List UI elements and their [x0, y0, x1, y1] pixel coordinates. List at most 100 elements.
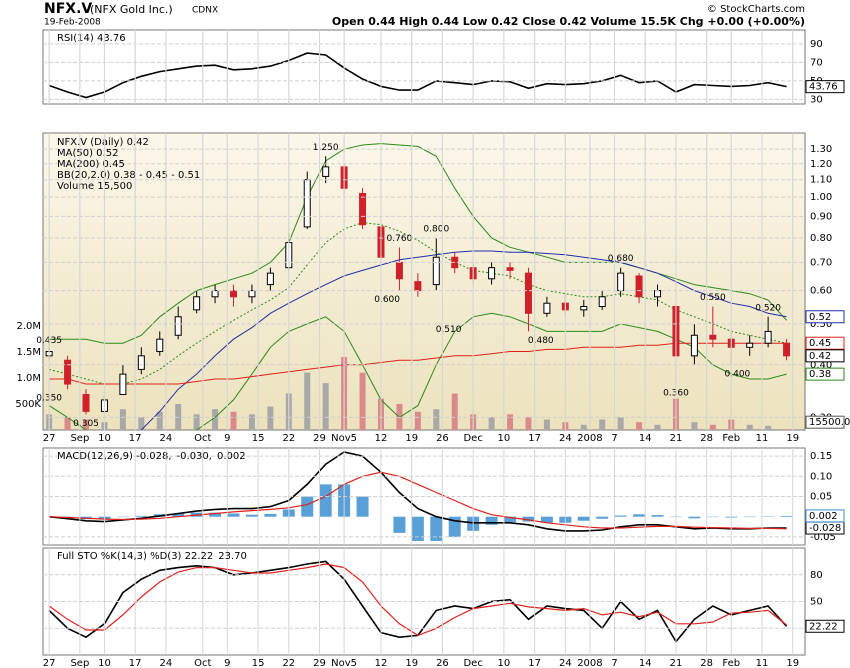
volume-bar: [433, 409, 440, 430]
x-tick-label: Oct: [194, 658, 211, 668]
histogram-bar: [264, 513, 277, 517]
candle-body: [82, 393, 90, 412]
histogram-bar: [135, 515, 148, 517]
x-tick-label: 17: [528, 658, 541, 668]
x-tick-label: 29: [313, 433, 326, 444]
x-tick-label: 2008: [577, 433, 602, 444]
legend-entry: MA(200) 0.45: [57, 159, 125, 170]
candle-body: [654, 290, 662, 298]
y-tick-label: 1.10: [810, 175, 832, 186]
x-tick-label: 17: [129, 433, 142, 444]
volume-tick-label: 1.0M: [16, 373, 41, 384]
candle-body: [211, 290, 219, 298]
price-annotation: 0.680: [608, 254, 634, 264]
candle-body: [174, 316, 182, 336]
last-value-label: 0.38: [809, 369, 831, 380]
legend-entry: Volume 15,500: [57, 181, 132, 192]
last-value-badge: [805, 619, 845, 633]
y-tick-label: 0.90: [810, 211, 832, 222]
x-tick-label: 9: [224, 658, 230, 668]
candle-body: [395, 261, 403, 280]
y-tick-label: 80: [810, 570, 823, 581]
volume-bar: [304, 372, 311, 430]
histogram-bar: [522, 516, 535, 522]
price-annotation: 0.760: [387, 234, 413, 244]
legend-entry: Full STO %K(14,3) %D(3) 22.22: [57, 551, 213, 562]
price-annotation: 0.520: [755, 303, 781, 313]
histogram-bar: [651, 515, 664, 517]
legend-entry: -0.030,: [177, 451, 212, 462]
volume-bar: [783, 429, 790, 430]
x-tick-label: 24: [559, 658, 572, 668]
last-value-badge: [805, 80, 845, 94]
candle-body: [414, 281, 422, 292]
x-tick-label: 26: [436, 658, 449, 668]
histogram-bar: [614, 515, 627, 517]
x-tick-label: 14: [639, 658, 652, 668]
x-tick-label: 10: [498, 433, 511, 444]
volume-bar: [138, 416, 145, 430]
histogram-bar: [209, 512, 222, 517]
y-tick-label: -0.05: [810, 532, 836, 543]
volume-bar: [212, 409, 219, 430]
volume-bar: [230, 411, 237, 430]
volume-bar: [64, 416, 71, 430]
x-tick-label: 15: [252, 433, 265, 444]
volume-bar: [488, 416, 495, 430]
bollinger-lower: [48, 312, 787, 430]
volume-bar: [709, 424, 716, 430]
panel: [48, 52, 787, 99]
y-tick-label: 30: [810, 94, 823, 105]
candle-body: [193, 296, 201, 311]
candle-body: [617, 272, 625, 292]
histogram-bar: [411, 516, 424, 541]
y-tick-label: 0.40: [810, 360, 832, 371]
x-tick-label: 19: [786, 433, 799, 444]
moving-average: [140, 250, 787, 430]
price-annotation: 0.800: [423, 224, 449, 234]
indicator-line: [49, 471, 787, 530]
volume-bar: [359, 372, 366, 430]
x-tick-label: 21: [670, 433, 683, 444]
x-tick-label: 28: [700, 658, 713, 668]
candle-body: [690, 334, 698, 357]
bollinger-upper: [49, 143, 787, 344]
candle-body: [137, 355, 145, 370]
x-tick-label: Feb: [722, 433, 740, 444]
x-tick-label: 10: [98, 433, 111, 444]
y-tick-label: 0.50: [810, 319, 832, 330]
x-tick-label: 9: [224, 433, 230, 444]
last-value-badge: [805, 415, 845, 429]
histogram-bar: [596, 516, 609, 519]
histogram-bar: [633, 514, 646, 517]
price-annotation: 0.510: [436, 325, 462, 335]
x-tick-label: Nov5: [331, 433, 357, 444]
last-value-badge: [805, 367, 845, 381]
candle-body: [783, 342, 791, 357]
candle-body: [359, 193, 367, 226]
last-value-badge: [805, 336, 845, 350]
histogram-bar: [301, 496, 314, 517]
x-tick-label: 10: [98, 658, 111, 668]
panel-background: [42, 132, 806, 431]
x-tick-label: 27: [43, 433, 56, 444]
legend-entry: 23.70: [218, 551, 247, 562]
volume-bar: [765, 425, 772, 430]
candle-body: [543, 302, 551, 314]
panel: [49, 451, 793, 541]
x-tick-label: 12: [375, 658, 388, 668]
volume-bar: [599, 419, 606, 430]
price-annotation: 0.600: [374, 295, 400, 305]
date: 19-Feb-2008: [44, 18, 101, 28]
candle-body: [432, 256, 440, 286]
panel-background: [42, 29, 806, 105]
y-tick-label: 90: [810, 39, 823, 50]
legend-entry: NFX.V (Daily) 0.42: [57, 137, 149, 148]
x-tick-label: Dec: [463, 658, 482, 668]
x-tick-label: 10: [498, 658, 511, 668]
candle-body: [580, 306, 588, 311]
moving-average: [49, 342, 787, 385]
candle-body: [635, 275, 643, 298]
indicator-line: [49, 451, 787, 532]
volume-bar: [156, 411, 163, 430]
